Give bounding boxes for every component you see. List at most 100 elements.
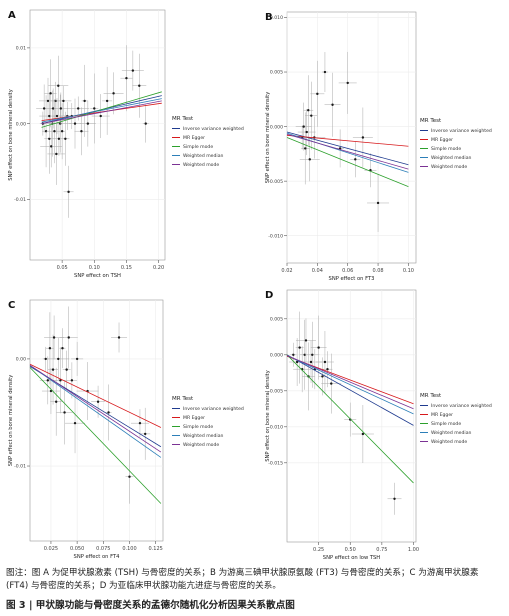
- data-point: [304, 147, 307, 150]
- data-point: [60, 130, 64, 133]
- data-point: [62, 99, 65, 103]
- data-point: [65, 368, 68, 371]
- data-point: [302, 125, 305, 128]
- legend-label: Inverse variance weighted: [431, 128, 492, 134]
- regression-line-weighted-median: [29, 365, 162, 458]
- legend: MR Test Inverse variance weighted MR Egger…: [420, 393, 492, 445]
- data-point: [308, 158, 311, 161]
- data-point: [44, 357, 47, 361]
- data-point: [292, 353, 295, 356]
- x-tick-label: 0.08: [372, 268, 383, 274]
- legend-label: MR Egger: [183, 415, 205, 421]
- y-axis-title: SNP effect on bone mineral density: [8, 375, 14, 467]
- data-point: [316, 92, 319, 96]
- legend: MR Test Inverse variance weighted MR Egger…: [172, 116, 244, 168]
- regression-line-weighted-mode: [29, 365, 162, 453]
- data-point: [346, 81, 349, 85]
- legend-label: Simple mode: [183, 144, 213, 150]
- data-point: [48, 114, 51, 118]
- panel-label: D: [265, 290, 273, 301]
- data-point: [86, 122, 90, 125]
- legend-label: Simple mode: [431, 421, 461, 427]
- y-tick-label: -0.015: [268, 461, 283, 467]
- data-point: [128, 475, 131, 478]
- x-tick-label: 0.100: [122, 546, 136, 552]
- legend-label: Weighted median: [183, 433, 224, 439]
- legend-label: Weighted mode: [183, 162, 219, 168]
- data-point: [57, 357, 60, 361]
- data-point: [64, 137, 67, 140]
- data-point: [93, 107, 96, 110]
- data-point: [50, 145, 53, 148]
- data-point: [323, 360, 327, 364]
- y-tick-label: -0.01: [14, 197, 26, 203]
- legend: MR Test Inverse variance weighted MR Egger…: [172, 396, 244, 448]
- data-point: [143, 432, 147, 436]
- panel-d: 0.25 0.50 0.75 1.00 0.005 0.000 -0.005 -0.010 -0…: [265, 289, 492, 561]
- data-point: [330, 382, 333, 385]
- data-point: [48, 347, 52, 350]
- legend-label: Simple mode: [431, 146, 461, 152]
- data-point: [96, 400, 100, 403]
- y-tick-label: -0.010: [268, 233, 283, 239]
- data-point: [144, 122, 147, 125]
- regression-line-simple-mode: [286, 137, 409, 187]
- data-point: [105, 99, 109, 103]
- regression-line-mr-egger: [286, 134, 409, 147]
- regression-line-simple-mode: [41, 91, 162, 128]
- data-point: [73, 122, 77, 125]
- data-point: [138, 421, 142, 425]
- data-point: [52, 336, 56, 339]
- panel-label: C: [8, 300, 15, 311]
- legend-label: Inverse variance weighted: [431, 403, 492, 409]
- data-point: [307, 109, 310, 112]
- y-axis-title: SNP effect on bone mineral density: [8, 89, 14, 181]
- data-point: [393, 497, 396, 500]
- x-tick-label: 0.50: [345, 547, 356, 553]
- data-point: [298, 346, 301, 349]
- x-tick-label: 0.15: [121, 265, 132, 271]
- data-point: [57, 84, 60, 87]
- legend-label: MR Egger: [431, 137, 453, 143]
- legend-label: Weighted median: [431, 430, 472, 436]
- x-tick-label: 0.25: [313, 547, 324, 553]
- regression-line-simple-mode: [286, 354, 414, 484]
- y-tick-label: -0.005: [268, 179, 283, 185]
- regression-line-weighted-median: [286, 355, 414, 415]
- regression-line-weighted-mode: [41, 100, 162, 125]
- panel-label: A: [8, 10, 16, 21]
- data-point: [70, 379, 74, 382]
- x-tick-label: 0.050: [70, 546, 84, 552]
- regression-line-inverse-variance-weighted: [286, 354, 414, 426]
- x-axis-title: SNP effect on FT3: [329, 276, 375, 282]
- legend-label: Simple mode: [183, 424, 213, 430]
- y-tick-label: 0.00: [16, 357, 26, 363]
- plot-area: [29, 299, 164, 542]
- data-point: [80, 130, 83, 133]
- data-point: [77, 107, 80, 110]
- panel-c: 0.025 0.050 0.075 0.100 0.125 0.00 -0.01 C SNP e…: [8, 299, 244, 560]
- y-tick-label: 0.00: [16, 121, 26, 127]
- legend-label: Weighted median: [431, 155, 472, 161]
- data-point: [67, 190, 70, 194]
- y-tick-label: 0.01: [16, 46, 26, 52]
- data-point: [112, 92, 115, 95]
- y-tick-label: 0.000: [270, 353, 283, 359]
- legend: MR Test Inverse variance weighted MR Egger…: [420, 118, 492, 170]
- panel-a: 0.05 0.10 0.15 0.20 -0.01 0.00 0.01 A SNP effect…: [8, 9, 244, 279]
- x-tick-label: 0.75: [376, 547, 387, 553]
- x-axis-title: SNP effect on low TSH: [323, 555, 381, 561]
- panel-b: 0.02 0.04 0.06 0.08 0.10 0.010 0.005 0.000 -0.00…: [265, 11, 492, 282]
- legend-title: MR Test: [420, 393, 442, 399]
- data-point: [331, 103, 334, 106]
- legend-label: MR Egger: [183, 135, 205, 141]
- x-tick-label: 0.02: [281, 268, 292, 274]
- data-point: [311, 353, 314, 356]
- data-point: [107, 411, 110, 414]
- x-tick-label: 0.025: [44, 546, 58, 552]
- y-tick-label: 0.005: [270, 70, 283, 76]
- data-point: [51, 368, 55, 371]
- x-tick-label: 0.06: [342, 268, 353, 274]
- data-point: [75, 357, 79, 361]
- data-point: [99, 114, 102, 118]
